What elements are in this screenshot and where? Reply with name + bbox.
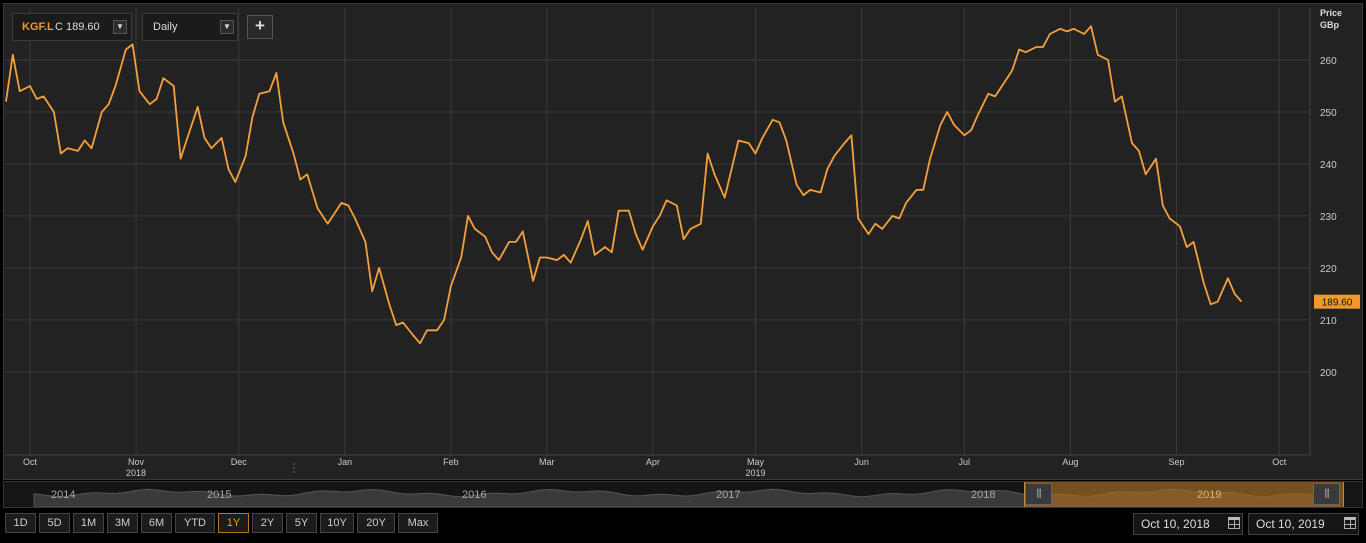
x-tick-label: Aug	[1062, 457, 1078, 467]
y-tick-label: 240	[1320, 160, 1337, 171]
range-button-3m[interactable]: 3M	[107, 513, 138, 533]
nav-year-label: 2014	[51, 489, 76, 501]
nav-year-label: 2015	[207, 489, 232, 501]
range-button-1d[interactable]: 1D	[5, 513, 36, 533]
x-tick-label: Jul	[959, 457, 971, 467]
range-button-ytd[interactable]: YTD	[175, 513, 215, 533]
range-button-max[interactable]: Max	[398, 513, 438, 533]
close-price-label: C 189.60	[55, 21, 100, 33]
range-button-5d[interactable]: 5D	[39, 513, 70, 533]
nav-year-label: 2017	[716, 489, 741, 501]
range-button-2y[interactable]: 2Y	[252, 513, 283, 533]
interval-dropdown-icon[interactable]: ▼	[220, 20, 234, 34]
x-tick-label: Nov	[128, 457, 145, 467]
calendar-icon[interactable]	[1344, 517, 1356, 529]
end-date-value: Oct 10, 2019	[1256, 517, 1325, 531]
range-button-5y[interactable]: 5Y	[286, 513, 317, 533]
y-tick-label: 260	[1320, 56, 1337, 67]
x-tick-label: Oct	[23, 457, 38, 467]
y-tick-label: 230	[1320, 212, 1337, 223]
start-date-value: Oct 10, 2018	[1141, 517, 1210, 531]
symbol-label: KGF.L	[22, 21, 54, 33]
add-indicator-button[interactable]: +	[247, 15, 273, 39]
timeline-navigator[interactable]: 2014 2015 2016 2017 2018 2019 ||| |||	[3, 481, 1363, 508]
y-tick-label: 220	[1320, 264, 1337, 275]
last-price-value: 189.60	[1322, 298, 1353, 309]
interval-label: Daily	[153, 21, 178, 33]
price-series-line	[5, 25, 1243, 345]
navigator-selection-window[interactable]	[1024, 482, 1344, 507]
x-tick-label: Dec	[231, 457, 248, 467]
nav-year-label: 2016	[462, 489, 487, 501]
navigator-right-handle[interactable]: |||	[1313, 483, 1340, 505]
start-date-field[interactable]: Oct 10, 2018	[1133, 513, 1243, 535]
symbol-dropdown-icon[interactable]: ▼	[113, 20, 127, 34]
y-tick-label: 200	[1320, 368, 1337, 379]
navigator-left-handle[interactable]: |||	[1025, 483, 1052, 505]
axis-title-unit: GBp	[1320, 20, 1339, 30]
range-button-6m[interactable]: 6M	[141, 513, 172, 533]
symbol-selector[interactable]: KGF.L C 189.60 ▼	[12, 13, 132, 41]
x-tick-label: May	[747, 457, 765, 467]
nav-year-label: 2019	[1197, 489, 1222, 501]
x-tick-label: Jun	[854, 457, 869, 467]
x-year-label: 2019	[746, 468, 766, 478]
nav-year-label: 2018	[971, 489, 996, 501]
x-year-label: 2018	[126, 468, 146, 478]
end-date-field[interactable]: Oct 10, 2019	[1248, 513, 1359, 535]
calendar-icon[interactable]	[1228, 517, 1240, 529]
x-tick-label: Mar	[539, 457, 555, 467]
range-button-10y[interactable]: 10Y	[320, 513, 354, 533]
axis-title-price: Price	[1320, 8, 1343, 18]
range-button-1y[interactable]: 1Y	[218, 513, 249, 533]
range-button-20y[interactable]: 20Y	[357, 513, 395, 533]
x-tick-label: Sep	[1169, 457, 1185, 467]
range-button-1m[interactable]: 1M	[73, 513, 104, 533]
x-tick-label: Jan	[338, 457, 353, 467]
x-tick-label: Apr	[646, 457, 660, 467]
chart-panel: 200 210 220 230 240 250 260 Oct Nov 2018 Dec Jan Feb…	[3, 3, 1363, 480]
interval-selector[interactable]: Daily ▼	[142, 13, 238, 41]
last-price-marker	[1314, 294, 1360, 309]
x-tick-label: Feb	[443, 457, 459, 467]
x-tick-label: Oct	[1272, 457, 1287, 467]
y-tick-label: 210	[1320, 316, 1337, 327]
y-tick-label: 250	[1320, 108, 1337, 119]
